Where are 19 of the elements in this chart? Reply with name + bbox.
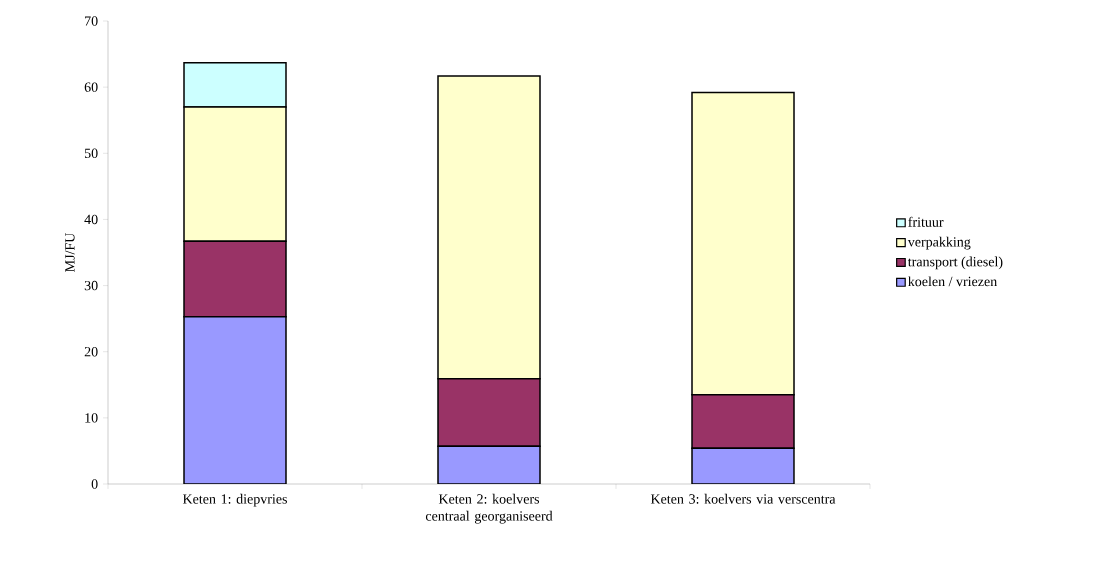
y-tick-label: 50 (84, 148, 98, 159)
y-tick-label: 40 (84, 214, 98, 225)
y-tick-label: 20 (84, 346, 98, 357)
y-tick-label: 60 (84, 82, 98, 92)
legend-label: frituur (908, 216, 944, 227)
x-tick-label: Keten 2: koelvers centraal georganiseerd (425, 493, 553, 524)
legend-label: koelen / vriezen (908, 276, 997, 287)
bar (691, 447, 795, 484)
y-tick-label: 30 (84, 280, 98, 291)
y-tick-label: 0 (91, 479, 98, 489)
bar (183, 315, 287, 484)
y-tick-label: 70 (85, 16, 98, 26)
legend-label: transport (diesel) (907, 256, 1003, 270)
x-tick-label: Keten 1: diepvries (182, 493, 287, 507)
y-tick-label: 10 (85, 413, 98, 423)
bar (437, 445, 541, 484)
legend-label: verpakking (907, 236, 971, 250)
x-tick-label: Keten 3: koelvers via verscentra (650, 493, 836, 504)
y-axis-title: MJ/FU (65, 232, 75, 272)
